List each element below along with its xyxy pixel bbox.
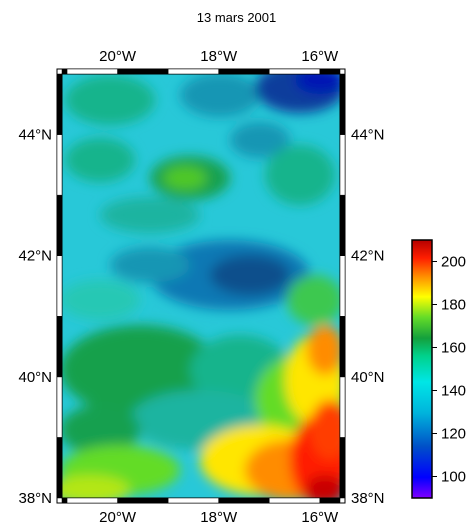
colorbar-tick-label: 120	[441, 426, 466, 443]
colorbar-tick-label: 180	[441, 297, 466, 314]
lat-label-left: 44°N	[18, 127, 52, 144]
data-field	[62, 74, 340, 498]
colorbar-tick-label: 140	[441, 383, 466, 400]
lat-label-right: 44°N	[351, 127, 385, 144]
colorbar-tick-label: 200	[441, 254, 466, 271]
colorbar-tick-label: 100	[441, 469, 466, 486]
colorbar-tick-label: 160	[441, 340, 466, 357]
longitude-labels-bottom: 20°W 18°W 16°W	[99, 509, 339, 526]
lat-label-right: 38°N	[351, 490, 385, 507]
lat-label-right: 40°N	[351, 369, 385, 386]
lon-label-bottom: 20°W	[99, 509, 137, 526]
longitude-labels-top: 20°W 18°W 16°W	[99, 48, 339, 65]
lon-label-bottom: 18°W	[200, 509, 238, 526]
lon-label-top: 16°W	[301, 48, 339, 65]
map-frame	[56, 68, 346, 504]
lat-label-left: 40°N	[18, 369, 52, 386]
lon-label-top: 18°W	[200, 48, 238, 65]
colorbar-ticks: 100 120 140 160 180 200	[432, 254, 466, 486]
lon-label-top: 20°W	[99, 48, 137, 65]
latitude-labels-right: 44°N 42°N 40°N 38°N	[351, 127, 385, 507]
lat-label-right: 42°N	[351, 248, 385, 265]
map-title: 13 mars 2001	[196, 10, 277, 25]
latitude-labels-left: 44°N 42°N 40°N 38°N	[18, 127, 52, 507]
lat-label-left: 42°N	[18, 248, 52, 265]
lon-label-bottom: 16°W	[301, 509, 339, 526]
lat-label-left: 38°N	[18, 490, 52, 507]
colorbar: 100 120 140 160 180 200	[411, 239, 466, 499]
colorbar-scale	[411, 239, 433, 499]
